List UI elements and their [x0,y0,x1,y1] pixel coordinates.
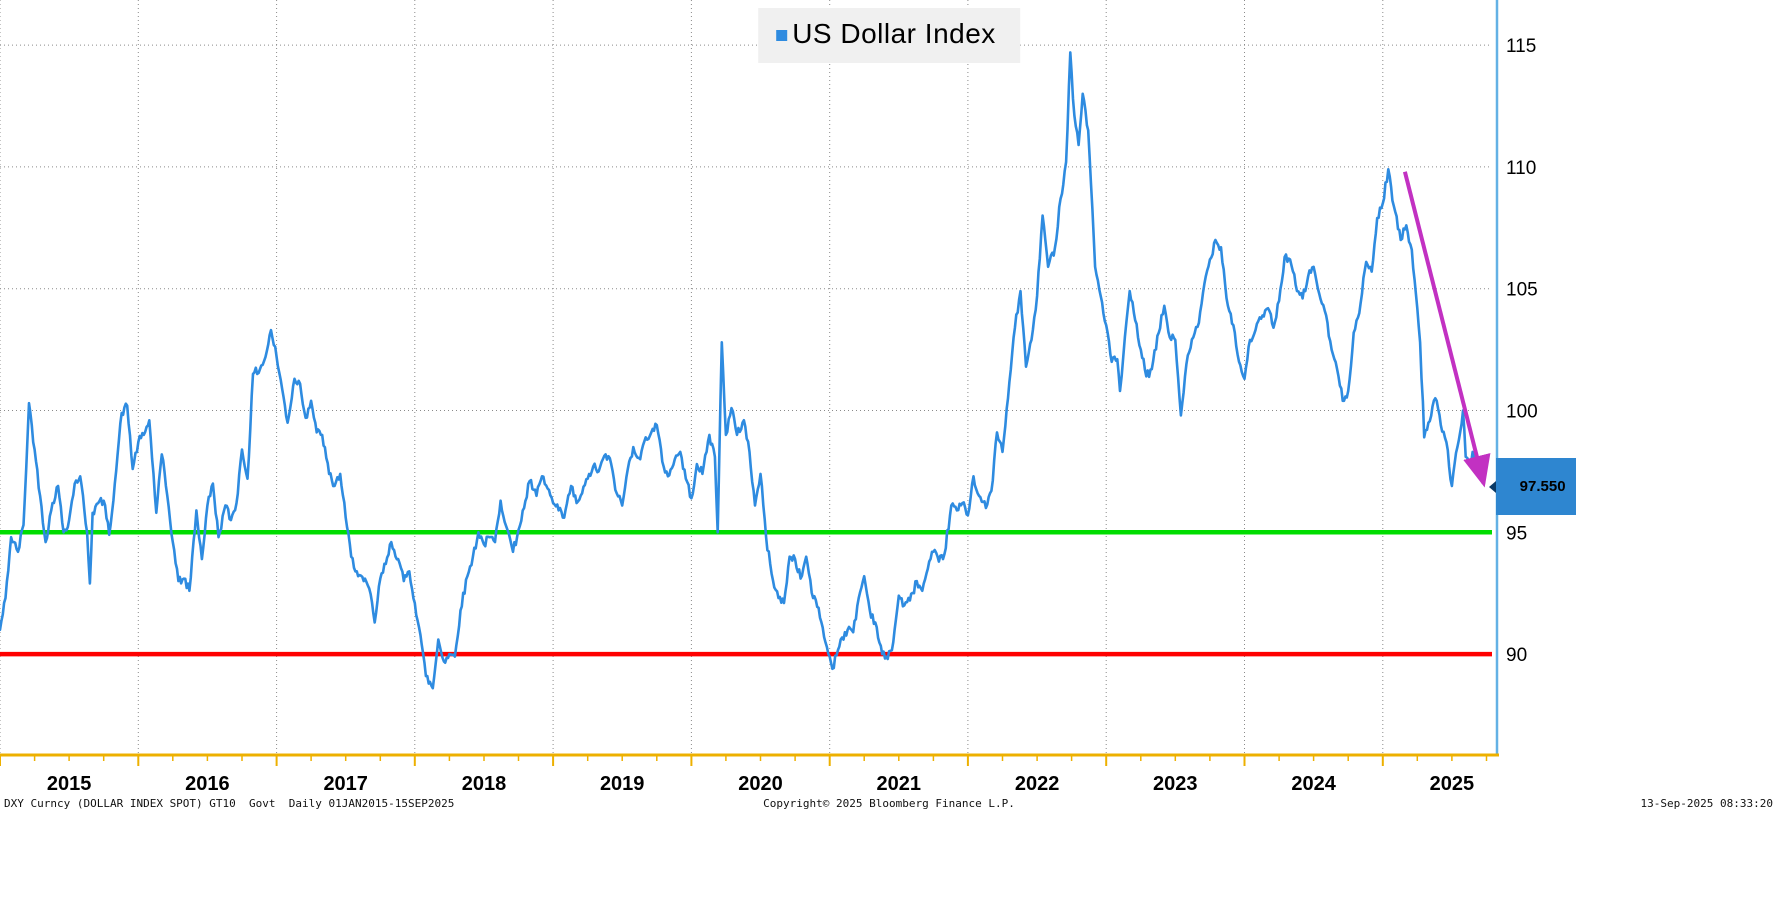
x-tick-label: 2023 [1153,773,1198,795]
y-tick-label: 110 [1506,158,1536,179]
y-tick-label: 90 [1506,645,1527,666]
dxy-series-line [0,51,1483,690]
trend-arrow [1402,171,1491,488]
x-tick-label: 2017 [323,773,368,795]
x-tick-label: 2018 [462,773,507,795]
x-tick-label: 2019 [600,773,645,795]
x-tick-label: 2025 [1430,773,1475,795]
footer-security-info: DXY Curncy (DOLLAR INDEX SPOT) GT10 Govt… [4,797,455,810]
y-tick-label: 95 [1506,523,1527,544]
x-tick-label: 2016 [185,773,230,795]
series-swatch-icon [776,29,788,41]
y-tick-label: 115 [1506,36,1536,57]
series-legend-label: US Dollar Index [792,18,996,49]
x-tick-label: 2022 [1015,773,1060,795]
chart-legend[interactable]: US Dollar Index [758,8,1020,63]
footer-copyright: Copyright© 2025 Bloomberg Finance L.P. [763,797,1015,810]
y-tick-label: 100 [1506,402,1538,423]
y-tick-label: 105 [1506,280,1538,301]
x-tick-label: 2015 [47,773,92,795]
x-tick-label: 2024 [1291,773,1336,795]
x-tick-label: 2021 [877,773,922,795]
last-price-tag: 97.550 [1489,458,1576,515]
x-tick-label: 2020 [738,773,783,795]
chart-footer: DXY Curncy (DOLLAR INDEX SPOT) GT10 Govt… [0,797,1778,810]
last-price-value: 97.550 [1519,478,1566,495]
footer-timestamp: 13-Sep-2025 08:33:20 [1640,797,1773,810]
